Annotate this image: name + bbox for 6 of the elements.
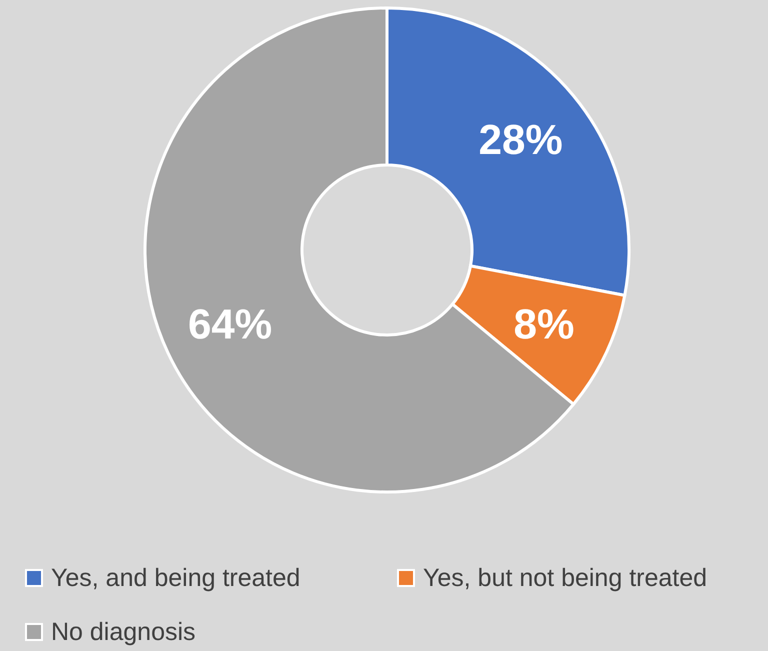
legend-label: Yes, and being treated bbox=[51, 564, 300, 592]
data-label: 8% bbox=[514, 300, 574, 348]
legend-label: No diagnosis bbox=[51, 618, 196, 646]
data-label: 28% bbox=[478, 116, 563, 163]
data-label: 64% bbox=[188, 300, 272, 348]
legend-label: Yes, but not being treated bbox=[423, 564, 708, 592]
